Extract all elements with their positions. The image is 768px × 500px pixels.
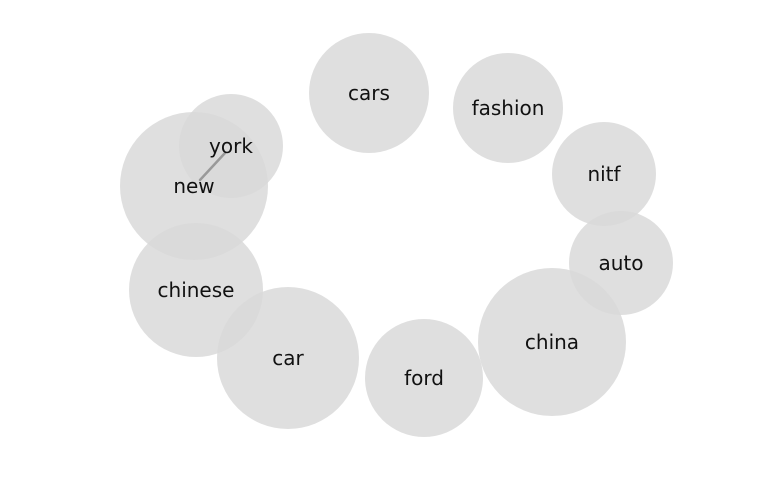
links-layer xyxy=(198,151,227,182)
bubble-label-chinese: chinese xyxy=(158,278,235,302)
bubble-label-car: car xyxy=(272,346,304,370)
bubble-label-nitf: nitf xyxy=(587,162,621,186)
bubble-fashion xyxy=(453,53,563,163)
bubble-label-ford: ford xyxy=(404,366,444,390)
labels-layer: new york cars fashion nitf auto chinese car chin… xyxy=(158,81,644,390)
link-new-york xyxy=(198,151,227,182)
bubble-label-china: china xyxy=(525,330,579,354)
bubble-label-fashion: fashion xyxy=(472,96,545,120)
bubble-ford xyxy=(365,319,483,437)
bubble-china xyxy=(478,268,626,416)
bubble-car xyxy=(217,287,359,429)
bubble-label-york: york xyxy=(209,134,253,158)
bubble-york xyxy=(179,94,283,198)
bubbles-layer xyxy=(120,33,673,437)
bubble-label-cars: cars xyxy=(348,81,390,105)
bubble-nitf xyxy=(552,122,656,226)
bubble-label-auto: auto xyxy=(598,251,643,275)
bubble-cars xyxy=(309,33,429,153)
bubble-label-new: new xyxy=(173,174,214,198)
